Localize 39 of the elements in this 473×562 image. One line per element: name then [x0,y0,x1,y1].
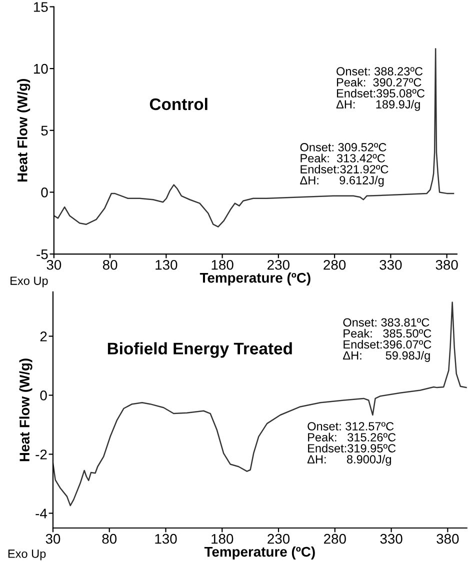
x-tick-label: 80 [102,260,118,270]
y-axis-title: Heat Flow (W/g) [19,358,32,462]
y-tick-label: 10 [34,64,48,74]
x-tick-label: 330 [380,534,402,544]
line-series [54,48,454,228]
x-tick-label: 280 [324,534,346,544]
y-axis-title: Heat Flow (W/g) [17,78,30,182]
x-tick-label: 130 [156,260,178,270]
text: Control [150,98,208,110]
x-tick-label: 180 [212,534,234,544]
text: Exo Up [8,550,46,560]
y-tick-label: 5 [41,126,48,136]
y-tick-label: 15 [34,2,48,12]
x-tick-label: 230 [268,260,290,270]
annotation: Onset: 312.57ºC Peak: 315.26ºC Endset:319.95ºC ΔH: 8.900J/g [307,422,396,466]
y-tick-label: -2 [36,450,47,460]
x-tick-label: 30 [46,260,62,270]
x-tick-label: 130 [155,534,177,544]
x-tick-label: 30 [46,534,60,544]
x-tick-label: 180 [212,260,234,270]
x-axis-title: Temperature (ºC) [204,546,315,560]
x-tick-label: 230 [268,534,290,544]
y-tick-label: 0 [40,390,47,400]
text: Exo Up [10,276,48,288]
annotation: Onset: 309.52ºC Peak: 313.42ºC Endset:321.92ºC ΔH: 9.612J/g [300,143,388,187]
y-tick-label: 2 [40,332,47,342]
x-tick-label: 330 [380,260,402,270]
x-tick-label: 80 [102,534,117,544]
line-series [52,302,467,506]
y-tick-label: 0 [41,188,48,198]
x-tick-label: 380 [436,534,459,544]
y-tick-label: -4 [36,508,48,518]
y-tick-label: -5 [36,250,48,260]
annotation: Onset: 383.81ºC Peak: 385.50ºC Endset:396.07ºC ΔH: 59.98J/g [343,318,432,362]
x-tick-label: 280 [324,260,346,270]
text: Biofield Energy Treated [108,342,292,358]
x-axis-title: Temperature (ºC) [200,272,310,286]
x-tick-label: 380 [436,260,458,270]
annotation: Onset: 388.23ºC Peak: 390.27ºC Endset:395.08ºC ΔH: 189.9J/g [336,67,425,111]
